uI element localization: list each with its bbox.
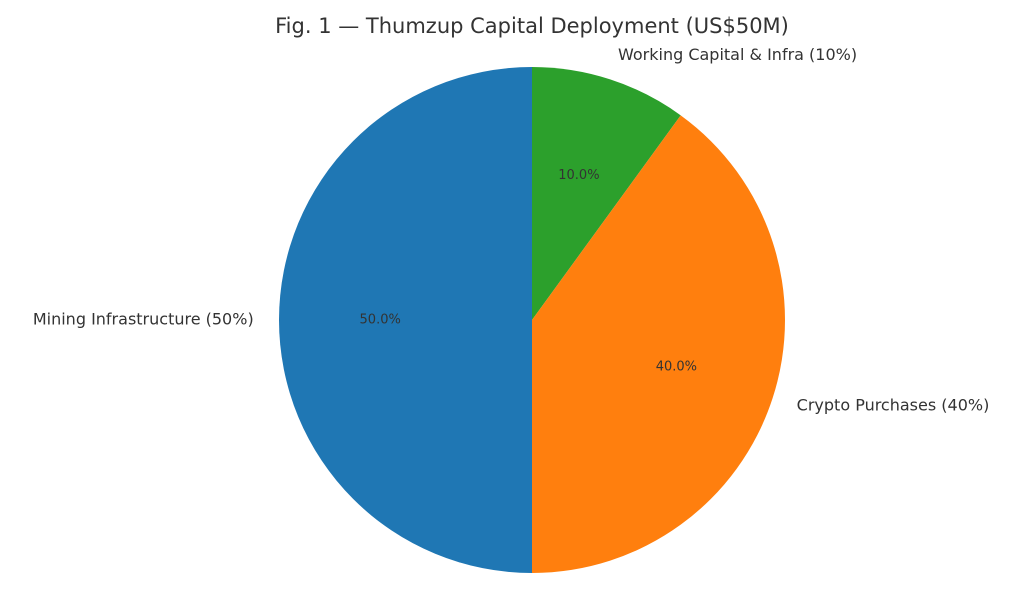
slice-label-mining-infrastructure: Mining Infrastructure (50%) [33,310,254,329]
pie-slice-crypto-purchases [532,115,785,574]
pie-slice-working-capital-infra [532,67,681,320]
pct-label-mining-infrastructure: 50.0% [360,313,401,328]
slice-label-working-capital-infra: Working Capital & Infra (10%) [618,45,857,64]
pie-labels: Working Capital & Infra (10%) 10.0% Crypto… [33,45,989,415]
pct-label-working-capital-infra: 10.0% [558,168,599,183]
slice-label-crypto-purchases: Crypto Purchases (40%) [797,395,990,414]
pie-slice-mining-infrastructure [279,67,532,573]
chart-title: Fig. 1 — Thumzup Capital Deployment (US$… [275,14,789,38]
pie-slices [279,67,785,574]
pct-label-crypto-purchases: 40.0% [656,359,697,374]
